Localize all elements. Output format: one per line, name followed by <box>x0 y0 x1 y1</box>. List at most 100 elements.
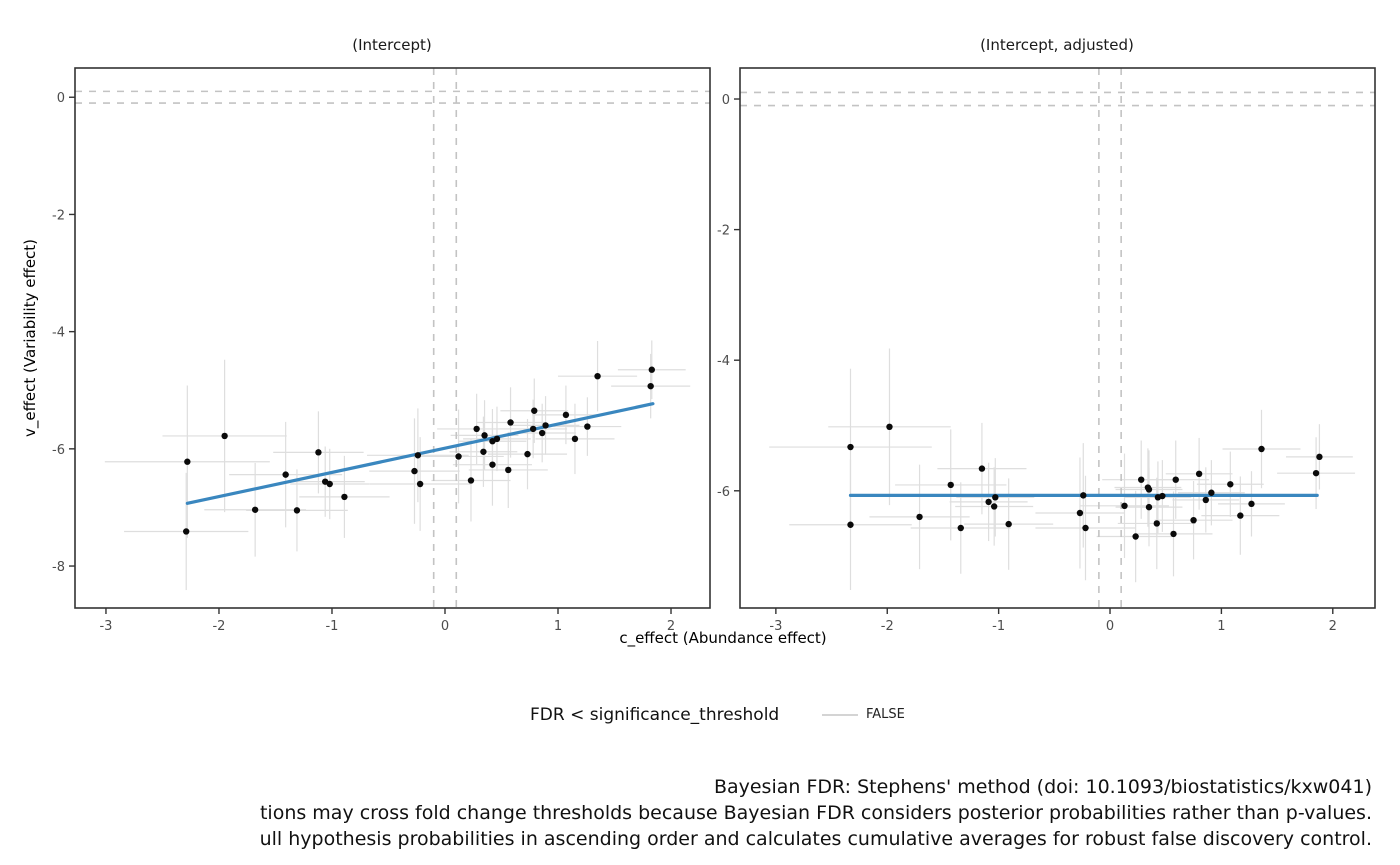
panel-title-intercept: (Intercept) <box>352 36 432 54</box>
caption-note-line-clipped: tions may cross fold change thresholds b… <box>259 802 1372 824</box>
y-tick-label: -4 <box>52 326 65 341</box>
panel-0: -3 -2 -1 0 1 2 0 -2 -4 -6 -8 <box>52 67 711 634</box>
scatter-point <box>183 528 190 535</box>
scatter-point <box>1005 520 1012 528</box>
scatter-point <box>847 521 854 528</box>
scatter-point <box>1227 481 1234 488</box>
scatter-point <box>184 458 191 465</box>
scatter-point <box>507 419 514 426</box>
scatter-point <box>542 422 549 429</box>
y-tick-label: 0 <box>57 91 65 106</box>
legend-false-line-swatch <box>822 714 858 716</box>
caption-detail-line-clipped: ull hypothesis probabilities in ascendin… <box>259 828 1372 850</box>
scatter-point <box>992 494 999 501</box>
scatter-point <box>1190 516 1197 524</box>
scatter-point <box>584 423 591 430</box>
y-tick-label: -6 <box>52 443 65 458</box>
scatter-point <box>493 435 501 443</box>
x-tick-label: 2 <box>1329 619 1337 634</box>
scatter-point <box>916 513 923 521</box>
scatter-point <box>531 407 538 414</box>
legend-title: FDR < significance_threshold <box>530 705 780 725</box>
x-tick-label: -1 <box>325 619 338 634</box>
scatter-point <box>594 372 601 380</box>
scatter-point <box>480 448 487 455</box>
scatter-point <box>1121 502 1128 510</box>
y-tick-label: -8 <box>52 560 65 575</box>
x-tick-label: -1 <box>992 619 1005 634</box>
scatter-point <box>1076 509 1084 517</box>
scatter-point <box>648 366 656 373</box>
scatter-point <box>571 435 579 443</box>
scatter-point <box>1159 492 1166 500</box>
scatter-point <box>455 453 462 460</box>
scatter-point <box>341 493 348 501</box>
scatter-point <box>978 465 986 472</box>
scatter-point <box>524 450 531 458</box>
caption-method-line: Bayesian FDR: Stephens' method (doi: 10.… <box>713 776 1372 798</box>
scatter-point <box>1237 512 1244 519</box>
x-tick-label: 0 <box>441 619 449 634</box>
scatter-point <box>251 506 259 513</box>
x-axis-title: c_effect (Abundance effect) <box>619 629 827 647</box>
scatter-point <box>1248 500 1255 508</box>
scatter-point <box>847 443 854 451</box>
scatter-point <box>481 432 488 439</box>
scatter-point <box>221 432 228 440</box>
scatter-point <box>538 429 546 437</box>
x-tick-label: -2 <box>881 619 894 634</box>
x-tick-label: 0 <box>1106 619 1114 634</box>
x-tick-label: 1 <box>1217 619 1225 634</box>
x-tick-label: 1 <box>554 619 562 634</box>
scatter-point <box>990 503 998 510</box>
scatter-point <box>473 425 480 433</box>
y-tick-label: -2 <box>717 224 730 239</box>
scatter-point <box>1202 496 1210 504</box>
panel-title-intercept-adjusted: (Intercept, adjusted) <box>980 36 1134 54</box>
scatter-point <box>1145 503 1153 511</box>
scatter-point <box>414 452 422 459</box>
scatter-point <box>1316 453 1323 461</box>
scatter-point <box>1258 445 1265 453</box>
scatter-point <box>326 480 333 488</box>
panel-border <box>739 67 1376 609</box>
scatter-point <box>505 466 512 474</box>
scatter-point <box>416 480 424 488</box>
scatter-point <box>957 524 964 532</box>
y-tick-label: -6 <box>717 485 730 500</box>
scatter-point <box>489 461 496 468</box>
scatter-point <box>985 498 992 506</box>
scatter-point <box>1208 489 1215 496</box>
scatter-point <box>886 423 893 431</box>
panel-1: -3 -2 -1 0 1 2 0 -2 -4 -6 <box>717 67 1376 634</box>
scatter-point <box>1082 524 1089 532</box>
legend-label-false: FALSE <box>866 707 905 722</box>
scatter-point <box>529 425 537 433</box>
x-tick-label: -3 <box>769 619 782 634</box>
x-tick-label: -2 <box>212 619 225 634</box>
y-tick-label: 0 <box>722 93 730 108</box>
panel-border <box>74 67 711 609</box>
y-axis-title: v_effect (Variability effect) <box>21 238 39 438</box>
scatter-point <box>1138 476 1145 483</box>
scatter-plot-svg: -3 -2 -1 0 1 2 0 -2 -4 -6 -8 -3 -2 -1 0 1 2 0 -2 -4 -6 <box>52 67 1376 634</box>
scatter-point <box>1195 470 1203 478</box>
scatter-point <box>1312 469 1320 477</box>
y-tick-label: -4 <box>717 354 730 369</box>
scatter-point <box>467 477 475 484</box>
scatter-point <box>282 471 289 478</box>
scatter-point <box>293 507 301 514</box>
scatter-point <box>1080 492 1087 499</box>
x-tick-label: 2 <box>667 619 675 634</box>
scatter-point <box>315 449 322 456</box>
scatter-point <box>1172 476 1179 483</box>
scatter-point <box>411 467 418 475</box>
scatter-point <box>1170 530 1177 538</box>
scatter-point <box>562 411 570 419</box>
scatter-point <box>1145 486 1153 493</box>
scatter-point <box>1132 533 1139 540</box>
scatter-point <box>947 481 954 489</box>
scatter-point <box>647 382 654 390</box>
y-tick-label: -2 <box>52 208 65 223</box>
